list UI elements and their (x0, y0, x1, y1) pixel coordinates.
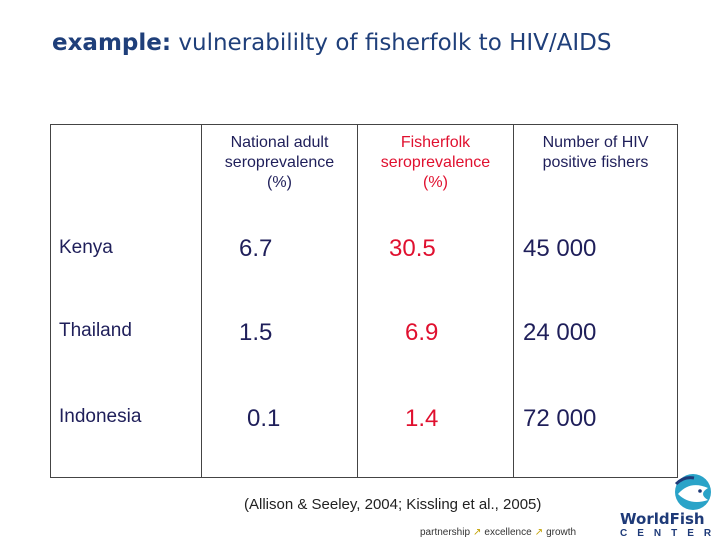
footer-tagline: partnership ↗ excellence ↗ growth (420, 527, 577, 538)
national-indonesia: 0.1 (247, 405, 281, 432)
header-fishers: Number of HIV positive fishers (542, 134, 649, 171)
row-label-kenya: Kenya (59, 237, 113, 258)
worldfish-logo: WorldFish CENTER (618, 470, 718, 544)
fishers-indonesia: 72 000 (523, 405, 597, 432)
header-national: National adult seroprevalence (%) (224, 134, 335, 191)
row-label-indonesia: Indonesia (59, 406, 142, 427)
header-fisherfolk: Fisherfolk seroprevalence (%) (380, 134, 491, 191)
table-divider (357, 125, 358, 477)
slide-title: example: vulnerabililty of fisherfolk to… (52, 30, 611, 56)
fish-icon (674, 474, 711, 510)
fisherfolk-thailand: 6.9 (405, 319, 439, 346)
fisherfolk-kenya: 30.5 (389, 235, 436, 262)
fishers-kenya: 45 000 (523, 235, 597, 262)
national-kenya: 6.7 (239, 235, 273, 262)
hiv-table: National adult seroprevalence (%) Fisher… (50, 124, 678, 478)
arrow-icon: ↗ (534, 527, 544, 538)
arrow-icon: ↗ (473, 527, 482, 538)
fisherfolk-indonesia: 1.4 (405, 405, 439, 432)
table-divider (201, 125, 202, 477)
national-thailand: 1.5 (239, 319, 273, 346)
logo-title: WorldFish (620, 510, 705, 528)
slide-title-text: vulnerabililty of fisherfolk to HIV/AIDS (171, 30, 612, 56)
slide-title-prefix: example: (52, 30, 172, 56)
fishers-thailand: 24 000 (523, 319, 597, 346)
row-label-thailand: Thailand (59, 320, 132, 341)
table-divider (513, 125, 514, 477)
source-citation: (Allison & Seeley, 2004; Kissling et al.… (244, 496, 542, 513)
logo-subtitle: CENTER (620, 528, 722, 539)
